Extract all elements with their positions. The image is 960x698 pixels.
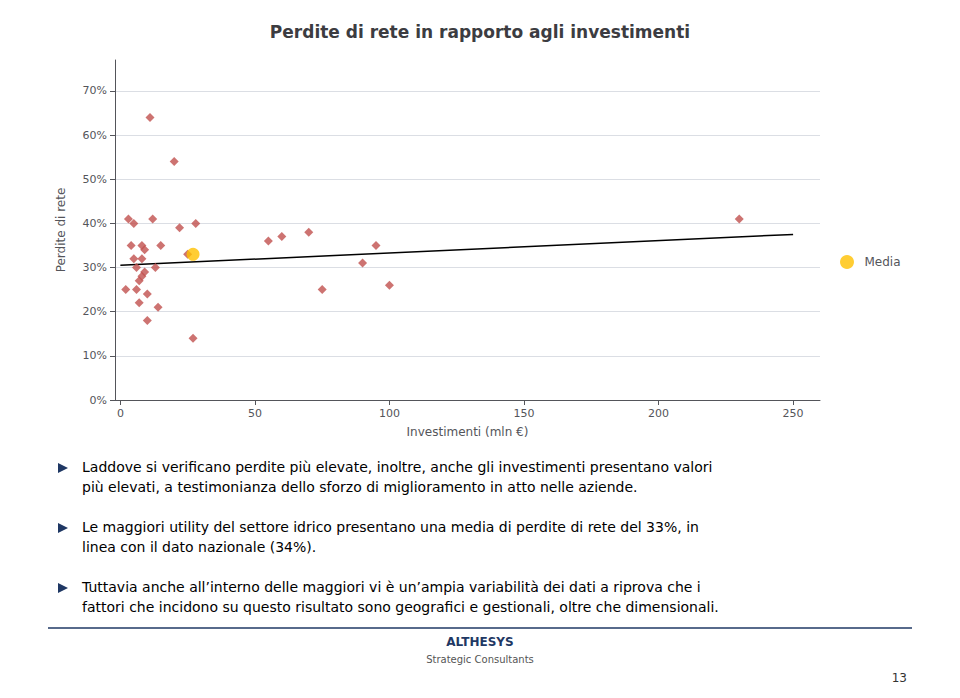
svg-text:Le maggiori utility del settor: Le maggiori utility del settore idrico p… bbox=[82, 519, 699, 535]
svg-text:10%: 10% bbox=[83, 349, 107, 362]
svg-text:Investimenti (mln €): Investimenti (mln €) bbox=[407, 425, 529, 439]
svg-text:100: 100 bbox=[379, 407, 400, 420]
svg-text:0: 0 bbox=[117, 407, 124, 420]
svg-text:250: 250 bbox=[783, 407, 804, 420]
svg-text:70%: 70% bbox=[83, 84, 107, 97]
svg-text:60%: 60% bbox=[83, 129, 107, 142]
svg-text:Tuttavia anche all’interno del: Tuttavia anche all’interno delle maggior… bbox=[81, 579, 701, 595]
svg-text:40%: 40% bbox=[83, 217, 107, 230]
svg-text:Strategic Consultants: Strategic Consultants bbox=[426, 654, 534, 665]
svg-text:50%: 50% bbox=[83, 173, 107, 186]
svg-text:50: 50 bbox=[248, 407, 262, 420]
svg-text:150: 150 bbox=[514, 407, 535, 420]
svg-text:fattori che incidono su questo: fattori che incidono su questo risultato… bbox=[82, 599, 719, 615]
svg-text:200: 200 bbox=[648, 407, 669, 420]
svg-text:più elevati, a testimonianza d: più elevati, a testimonianza dello sforz… bbox=[82, 479, 637, 495]
svg-text:linea con il dato nazionale (3: linea con il dato nazionale (34%). bbox=[82, 539, 316, 555]
svg-text:13: 13 bbox=[892, 671, 907, 685]
svg-text:Perdite di rete: Perdite di rete bbox=[54, 188, 68, 273]
svg-text:0%: 0% bbox=[90, 394, 107, 407]
svg-text:Media: Media bbox=[865, 255, 901, 269]
svg-text:Perdite di rete in rapporto ag: Perdite di rete in rapporto agli investi… bbox=[270, 22, 690, 42]
svg-text:20%: 20% bbox=[83, 305, 107, 318]
svg-text:ALTHESYS: ALTHESYS bbox=[446, 635, 513, 649]
svg-text:30%: 30% bbox=[83, 261, 107, 274]
svg-text:Laddove si verificano perdite: Laddove si verificano perdite più elevat… bbox=[82, 459, 712, 475]
